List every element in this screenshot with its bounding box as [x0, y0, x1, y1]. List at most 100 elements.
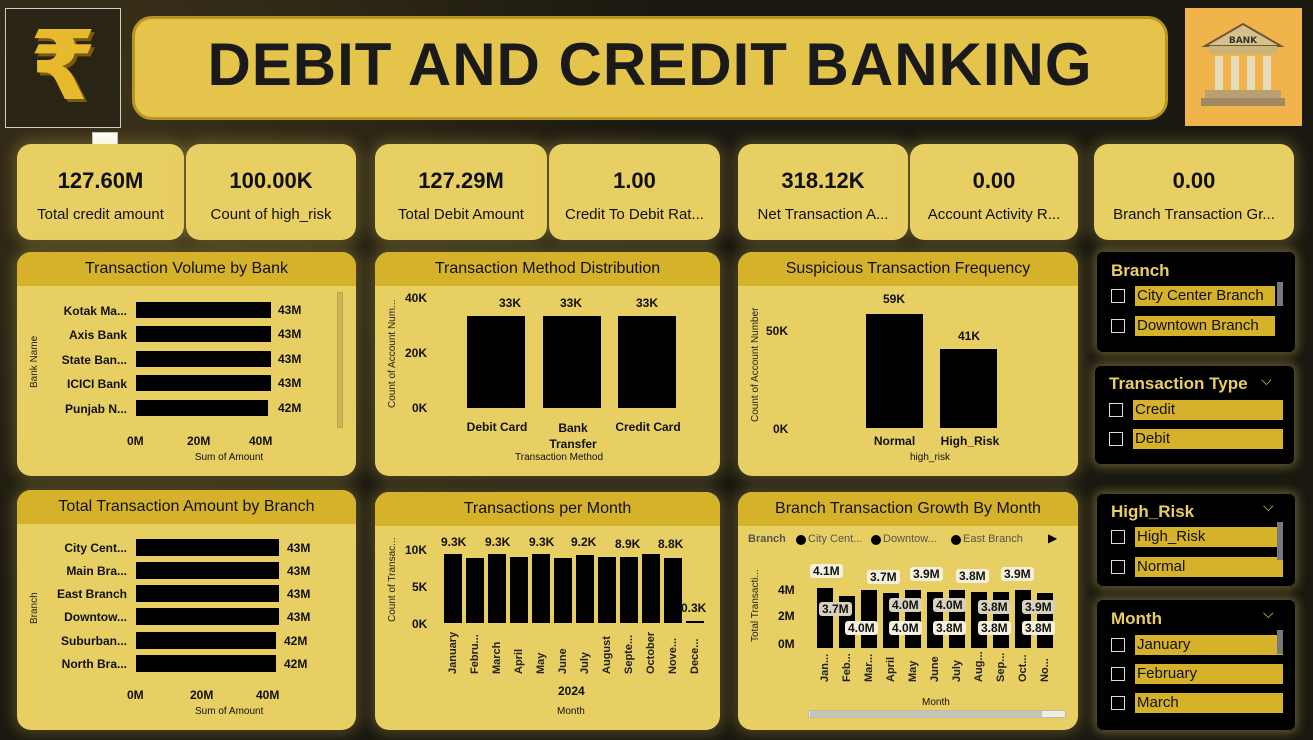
- slicer-item[interactable]: High_Risk: [1135, 527, 1283, 547]
- bar[interactable]: [136, 400, 268, 416]
- scrollbar[interactable]: [337, 292, 343, 428]
- bar[interactable]: [817, 588, 833, 648]
- x-tick: August: [601, 636, 613, 674]
- data-label: 9.3K: [529, 535, 555, 549]
- data-label: 3.9M: [910, 567, 943, 581]
- chart-volume-by-bank[interactable]: Transaction Volume by Bank Bank Name Kot…: [17, 252, 356, 476]
- bar[interactable]: [136, 302, 271, 318]
- chart-method-distribution[interactable]: Transaction Method Distribution Count of…: [375, 252, 720, 476]
- x-tick: Normal: [873, 434, 916, 448]
- y-tick: 0M: [778, 637, 795, 651]
- checkbox[interactable]: [1111, 667, 1125, 681]
- slicer-title: Branch: [1111, 261, 1170, 280]
- x-tick: Nove...: [667, 637, 679, 674]
- bar[interactable]: [866, 314, 923, 428]
- bar[interactable]: [642, 554, 660, 623]
- chart-branch-growth[interactable]: Branch Transaction Growth By Month Branc…: [738, 492, 1078, 730]
- x-tick: Jan...: [819, 653, 831, 682]
- slicer-high-risk[interactable]: High_Risk ⌵ High_Risk Normal: [1097, 494, 1295, 586]
- bar[interactable]: [620, 557, 638, 623]
- bar-label: ICICI Bank: [66, 377, 127, 391]
- bar[interactable]: [136, 375, 271, 391]
- slicer-item[interactable]: City Center Branch: [1135, 286, 1275, 306]
- bar[interactable]: [136, 585, 279, 602]
- bar[interactable]: [136, 562, 279, 579]
- slicer-transaction-type[interactable]: Transaction Type ⌵ Credit Debit: [1095, 366, 1294, 464]
- x-tick: Bank Transfer: [549, 421, 597, 451]
- checkbox[interactable]: [1111, 560, 1125, 574]
- slicer-month[interactable]: Month ⌵ January February March: [1097, 600, 1295, 730]
- legend-item[interactable]: Downtow...: [883, 533, 937, 545]
- kpi-card-high-risk: 100.00K Count of high_risk: [186, 144, 356, 240]
- kpi-card-credit-debit-ratio: 1.00 Credit To Debit Rat...: [549, 144, 720, 240]
- bar[interactable]: [444, 554, 462, 623]
- chevron-down-icon[interactable]: ⌵: [1263, 498, 1274, 514]
- bar[interactable]: [554, 558, 572, 623]
- bar[interactable]: [136, 539, 279, 556]
- x-tick: Aug...: [973, 651, 985, 682]
- x-tick: May: [535, 652, 547, 674]
- slicer-item[interactable]: Downtown Branch: [1135, 316, 1275, 336]
- checkbox[interactable]: [1111, 319, 1125, 333]
- x-tick: Debit Card: [466, 420, 528, 434]
- bar[interactable]: [686, 621, 704, 623]
- bar[interactable]: [618, 316, 676, 408]
- chart-transactions-per-month[interactable]: Transactions per Month Count of Transac.…: [375, 492, 720, 730]
- legend-item[interactable]: East Branch: [963, 533, 1023, 545]
- slicer-item[interactable]: March: [1135, 693, 1283, 713]
- bar[interactable]: [664, 558, 682, 623]
- data-label: 33K: [560, 296, 583, 310]
- chevron-down-icon[interactable]: ⌵: [1263, 605, 1274, 621]
- chart-amount-by-branch[interactable]: Total Transaction Amount by Branch Branc…: [17, 490, 356, 730]
- slicer-scrollbar[interactable]: [1277, 630, 1283, 654]
- bar[interactable]: [940, 349, 997, 428]
- slicer-item[interactable]: January: [1135, 635, 1283, 655]
- checkbox[interactable]: [1111, 289, 1125, 303]
- chart-suspicious-frequency[interactable]: Suspicious Transaction Frequency Count o…: [738, 252, 1078, 476]
- data-label: 33K: [636, 296, 659, 310]
- bar[interactable]: [598, 557, 616, 623]
- bar[interactable]: [467, 316, 525, 408]
- bar[interactable]: [136, 351, 271, 367]
- x-tick: Septe...: [623, 634, 635, 674]
- chevron-down-icon[interactable]: ⌵: [1261, 372, 1272, 388]
- slicer-scrollbar[interactable]: [1277, 522, 1283, 560]
- data-label: 8.9K: [615, 537, 641, 551]
- data-label: 3.8M: [1022, 621, 1055, 635]
- x-tick: Febru...: [469, 634, 481, 674]
- legend-item[interactable]: City Cent...: [808, 533, 863, 545]
- bar[interactable]: [532, 554, 550, 623]
- slicer-item[interactable]: Debit: [1133, 429, 1283, 449]
- scrollbar-thumb[interactable]: [810, 711, 1042, 717]
- checkbox[interactable]: [1111, 638, 1125, 652]
- bar-label: North Bra...: [61, 657, 127, 671]
- checkbox[interactable]: [1111, 696, 1125, 710]
- bar[interactable]: [510, 557, 528, 623]
- bar[interactable]: [136, 632, 276, 649]
- legend-next-arrow[interactable]: ▶: [1048, 531, 1058, 545]
- bar[interactable]: [1015, 590, 1031, 648]
- bar-label: East Branch: [56, 587, 127, 601]
- bar[interactable]: [861, 590, 877, 648]
- y-tick: 2M: [778, 609, 795, 623]
- bar[interactable]: [543, 316, 601, 408]
- bar[interactable]: [576, 555, 594, 623]
- data-label: 3.8M: [978, 600, 1011, 614]
- bar[interactable]: [136, 326, 271, 342]
- slicer-branch[interactable]: Branch City Center Branch Downtown Branc…: [1097, 252, 1295, 352]
- slicer-item[interactable]: February: [1135, 664, 1283, 684]
- slicer-scrollbar[interactable]: [1277, 282, 1283, 306]
- checkbox[interactable]: [1109, 403, 1123, 417]
- bar[interactable]: [136, 608, 279, 625]
- bar[interactable]: [466, 558, 484, 623]
- x-tick: 20M: [190, 688, 214, 702]
- slicer-item[interactable]: Credit: [1133, 400, 1283, 420]
- checkbox[interactable]: [1111, 530, 1125, 544]
- data-label: 3.8M: [978, 621, 1011, 635]
- data-label: 4.0M: [845, 621, 878, 635]
- slicer-item[interactable]: Normal: [1135, 557, 1283, 577]
- bar[interactable]: [136, 655, 276, 672]
- checkbox[interactable]: [1109, 432, 1123, 446]
- x-tick: High_Risk: [940, 434, 1000, 448]
- bar[interactable]: [488, 554, 506, 623]
